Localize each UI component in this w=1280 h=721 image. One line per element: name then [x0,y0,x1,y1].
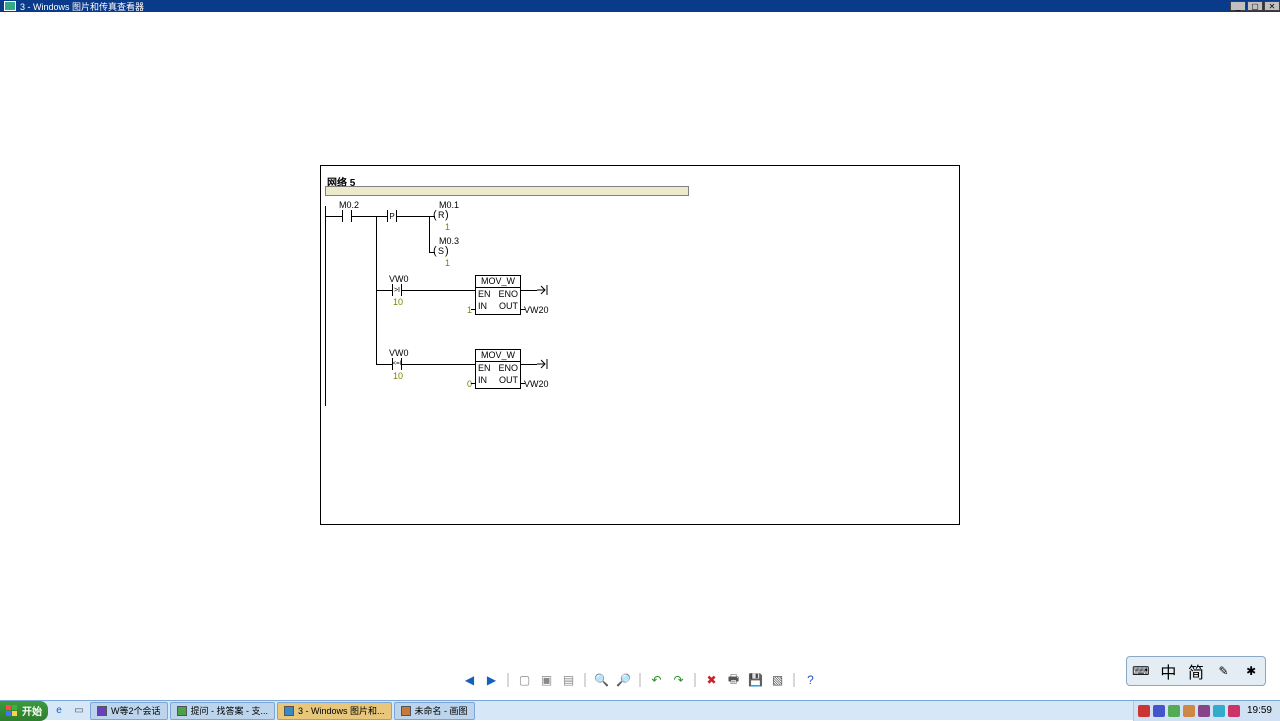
label-coil-R-param: 1 [445,222,450,232]
start-label: 开始 [22,703,42,718]
task-item-1[interactable]: W等2个会话 [90,702,168,720]
label-cmp3-addr: VW0 [389,348,409,358]
tray-icon[interactable] [1138,705,1150,717]
quicklaunch-desktop[interactable]: ▭ [70,702,88,720]
start-button[interactable]: 开始 [0,701,48,721]
tray-icon[interactable] [1153,705,1165,717]
rotate-ccw-button[interactable]: ↶ [649,672,665,688]
wire [471,309,475,310]
next-image-button[interactable]: ▶ [484,672,500,688]
task-label: 3 - Windows 图片和... [298,704,385,717]
label-cmp2-val: 10 [393,297,403,307]
wire [521,309,525,310]
label-mov2-in: 0 [467,379,472,389]
tray-icon[interactable] [1228,705,1240,717]
taskbar: 开始 e ▭ W等2个会话 提问 - 找答案 - 支... 3 - Window… [0,700,1280,720]
wire [521,383,525,384]
ime-panel[interactable]: ⌨ 中 简 ✎ ✱ [1126,656,1266,686]
viewer-toolbar: ◀ ▶ ▢ ▣ ▤ 🔍 🔎 ↶ ↷ ✖ 🖶 💾 ▧ ? [462,672,819,688]
help-button[interactable]: ? [803,672,819,688]
wire [408,364,475,365]
quicklaunch-ie[interactable]: e [50,702,68,720]
tray-icon[interactable] [1198,705,1210,717]
eno-terminator-2 [537,358,557,370]
ime-pencil-icon[interactable]: ✎ [1213,660,1235,682]
ime-style[interactable]: 简 [1185,660,1207,682]
wire [403,216,429,217]
app-icon [4,1,16,11]
app-icon [284,706,294,716]
ime-lang[interactable]: 中 [1157,660,1179,682]
tray-icon[interactable] [1183,705,1195,717]
compare-lte: <=I [386,358,408,370]
content-area: 网络 5 M0.2 P (R) M0.1 1 (S) [0,12,1280,708]
network-field [325,186,689,196]
wire [325,216,336,217]
window-controls: _ ▢ ✕ [1229,1,1280,11]
label-mov1-in: 1 [467,305,472,315]
task-label: 提问 - 找答案 - 支... [191,704,269,717]
label-cmp2-addr: VW0 [389,274,409,284]
tray-icon[interactable] [1168,705,1180,717]
clock[interactable]: 19:59 [1243,705,1276,716]
tray-icon[interactable] [1213,705,1225,717]
compare-gt: >I [386,284,408,296]
app-icon [401,706,411,716]
wire [408,290,475,291]
ladder-frame: 网络 5 M0.2 P (R) M0.1 1 (S) [320,165,960,525]
windows-flag-icon [6,705,18,717]
title-bar: 3 - Windows 图片和传真查看器 _ ▢ ✕ [0,0,1280,12]
wire [521,290,537,291]
mov-w-box-1: MOV_W ENENO INOUT [475,275,521,315]
minimize-button[interactable]: _ [1230,1,1246,11]
prev-image-button[interactable]: ◀ [462,672,478,688]
contact-pulse: P [381,210,403,222]
coil-set: (S) [429,246,453,258]
label-cmp3-val: 10 [393,371,403,381]
label-mov1-out: VW20 [524,305,549,315]
task-item-3[interactable]: 3 - Windows 图片和... [277,702,392,720]
delete-button[interactable]: ✖ [704,672,720,688]
contact-m0_2 [336,210,358,222]
label-coil-S-param: 1 [445,258,450,268]
window-title: 3 - Windows 图片和传真查看器 [20,0,144,13]
rotate-cw-button[interactable]: ↷ [671,672,687,688]
open-with-button[interactable]: ▧ [770,672,786,688]
wire [376,290,386,291]
ime-keyboard-icon[interactable]: ⌨ [1130,660,1152,682]
app-icon [97,706,107,716]
label-coil-S-addr: M0.3 [439,236,459,246]
eno-terminator-1 [537,284,557,296]
wire [376,364,386,365]
mov-w-box-2: MOV_W ENENO INOUT [475,349,521,389]
task-label: 未命名 - 画图 [415,704,468,717]
ime-settings-icon[interactable]: ✱ [1240,660,1262,682]
task-item-4[interactable]: 未命名 - 画图 [394,702,475,720]
wire [358,216,381,217]
system-tray: 19:59 [1133,701,1280,721]
fit-button[interactable]: ▢ [517,672,533,688]
zoom-in-button[interactable]: 🔍 [594,672,610,688]
label-mov2-out: VW20 [524,379,549,389]
label-coil-R-addr: M0.1 [439,200,459,210]
maximize-button[interactable]: ▢ [1247,1,1263,11]
wire [471,383,475,384]
actual-size-button[interactable]: ▣ [539,672,555,688]
save-button[interactable]: 💾 [748,672,764,688]
label-m0_2: M0.2 [339,200,359,210]
close-button[interactable]: ✕ [1264,1,1280,11]
task-item-2[interactable]: 提问 - 找答案 - 支... [170,702,276,720]
left-rail [325,206,326,406]
app-icon [177,706,187,716]
task-label: W等2个会话 [111,704,161,717]
coil-reset: (R) [429,210,453,222]
slideshow-button[interactable]: ▤ [561,672,577,688]
zoom-out-button[interactable]: 🔎 [616,672,632,688]
print-button[interactable]: 🖶 [726,672,742,688]
wire [521,364,537,365]
